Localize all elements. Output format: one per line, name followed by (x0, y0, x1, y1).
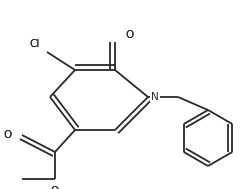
Text: O: O (124, 30, 133, 40)
Text: O: O (51, 186, 59, 189)
Text: O: O (51, 186, 59, 189)
Text: Cl: Cl (30, 39, 40, 49)
Text: N: N (150, 92, 158, 102)
Text: O: O (4, 130, 12, 140)
Text: N: N (150, 92, 158, 102)
Text: O: O (4, 130, 12, 140)
Text: O: O (124, 30, 133, 40)
Text: Cl: Cl (30, 39, 40, 49)
